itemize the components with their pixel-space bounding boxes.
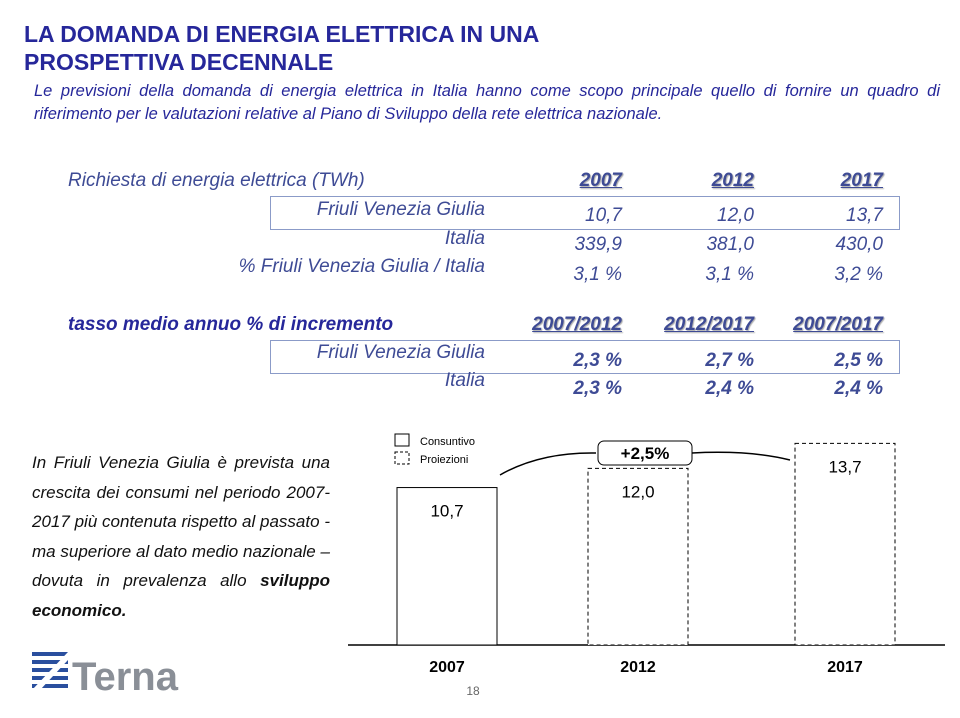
cell: 3,1 % bbox=[705, 264, 754, 285]
table-title: Richiesta di energia elettrica (TWh) bbox=[68, 170, 365, 191]
column-header: 2012/2017 bbox=[664, 314, 754, 335]
row-frame bbox=[270, 340, 900, 374]
cell: 381,0 bbox=[706, 234, 754, 255]
annotation: +2,5% bbox=[621, 444, 670, 463]
bar bbox=[587, 467, 689, 646]
cell: 2,5 % bbox=[834, 350, 883, 371]
note: In Friuli Venezia Giulia è prevista una … bbox=[32, 448, 330, 626]
annotation-arrow bbox=[499, 451, 791, 476]
cell: 3,2 % bbox=[834, 264, 883, 285]
value-label: 10,7 bbox=[430, 502, 463, 521]
column-header: 2012 bbox=[711, 170, 754, 191]
legend-label: Proiezioni bbox=[420, 454, 468, 466]
row-label: Italia bbox=[444, 370, 485, 391]
column-header: 2007/2017 bbox=[793, 314, 883, 335]
cell: 2,4 % bbox=[834, 378, 883, 399]
page-number: 18 bbox=[466, 684, 480, 698]
x-tick-label: 2017 bbox=[827, 659, 863, 676]
cell: 10,7 bbox=[585, 205, 622, 226]
row-frame bbox=[270, 196, 900, 230]
row-label: Friuli Venezia Giulia bbox=[316, 342, 485, 363]
column-header: 2007 bbox=[579, 170, 622, 191]
note-emphasis: sviluppo economico. bbox=[32, 571, 330, 620]
cell: 3,1 % bbox=[573, 264, 622, 285]
row-label: Italia bbox=[444, 228, 485, 249]
intro: Le previsioni della domanda di energia e… bbox=[34, 82, 940, 123]
column-header: 2017 bbox=[840, 170, 883, 191]
value-label: 13,7 bbox=[828, 457, 861, 476]
cell: 12,0 bbox=[717, 205, 754, 226]
x-tick-label: 2012 bbox=[620, 659, 656, 676]
value-label: 12,0 bbox=[621, 482, 654, 501]
legend-label: Consuntivo bbox=[420, 436, 475, 448]
cell: 2,3 % bbox=[573, 350, 622, 371]
bar bbox=[794, 442, 896, 646]
cell: 13,7 bbox=[846, 205, 883, 226]
column-header: 2007/2012 bbox=[532, 314, 622, 335]
title: LA DOMANDA DI ENERGIA ELETTRICA IN UNA P… bbox=[24, 21, 539, 75]
table-title: tasso medio annuo % di incremento bbox=[68, 314, 394, 335]
logo-mark bbox=[32, 652, 68, 690]
bar bbox=[396, 487, 498, 646]
logo: Terna bbox=[72, 655, 179, 699]
cell: 2,4 % bbox=[705, 378, 754, 399]
cell: 2,7 % bbox=[705, 350, 754, 371]
row-label: Friuli Venezia Giulia bbox=[316, 199, 485, 220]
cell: 339,9 bbox=[574, 234, 622, 255]
cell: 2,3 % bbox=[573, 378, 622, 399]
legend-swatch bbox=[394, 451, 410, 465]
cell: 430,0 bbox=[835, 234, 883, 255]
legend-swatch bbox=[394, 433, 410, 447]
row-label: % Friuli Venezia Giulia / Italia bbox=[238, 256, 485, 277]
x-tick-label: 2007 bbox=[429, 659, 465, 676]
note-text: In Friuli Venezia Giulia è prevista una … bbox=[32, 453, 330, 591]
